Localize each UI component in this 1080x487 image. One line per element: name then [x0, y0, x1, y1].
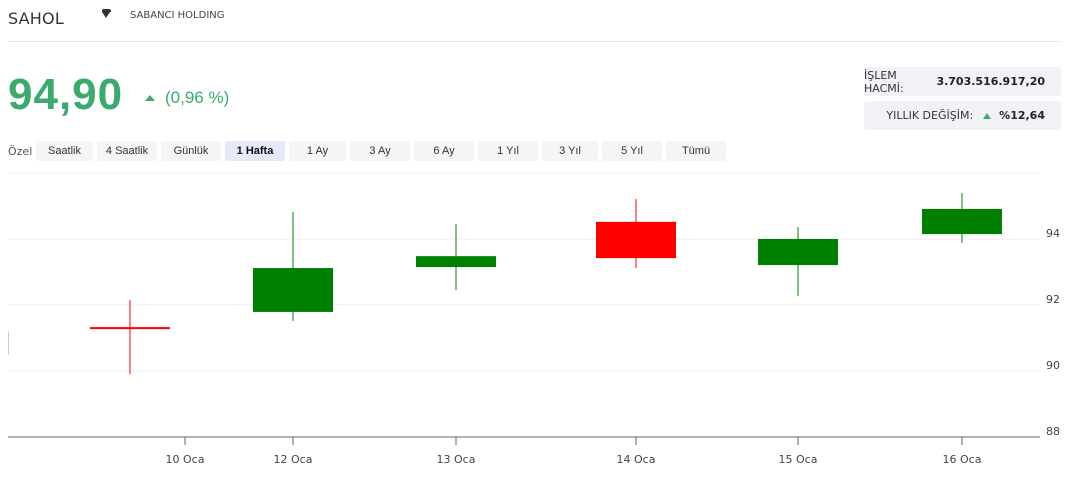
x-tick-label: 16 Oca: [943, 453, 982, 466]
y-tick-label: 94: [1046, 227, 1060, 240]
y-tick-label: 88: [1046, 425, 1060, 438]
price-up-arrow-icon: [145, 95, 155, 101]
symbol-header: SAHOL: [8, 6, 64, 30]
x-tick-label: 12 Oca: [274, 453, 313, 466]
candle-body: [596, 221, 676, 259]
range-button[interactable]: 1 Hafta: [225, 141, 285, 161]
range-button[interactable]: 1 Ay: [289, 141, 346, 161]
range-button[interactable]: 1 Yıl: [478, 141, 538, 161]
range-custom[interactable]: Özel: [8, 144, 33, 158]
header-divider: [8, 41, 1060, 42]
yearly-change-value: %12,64: [999, 109, 1045, 122]
volume-stat: İŞLEM HACMİ: 3.703.516.917,20: [864, 67, 1061, 96]
range-selector: Özel Saatlik 4 Saatlik Günlük 1 Hafta 1 Ay 3 …: [8, 141, 726, 161]
volume-value: 3.703.516.917,20: [936, 75, 1045, 88]
x-tick-label: 15 Oca: [779, 453, 818, 466]
up-arrow-icon: [983, 112, 992, 119]
candle-body: [922, 208, 1002, 235]
range-button[interactable]: Saatlik: [36, 141, 93, 161]
price-change-percent: (0,96 %): [165, 88, 230, 107]
symbol-dropdown-icon[interactable]: [101, 9, 111, 18]
range-button[interactable]: Günlük: [161, 141, 221, 161]
x-tick-label: 14 Oca: [617, 453, 656, 466]
y-tick-label: 90: [1046, 359, 1060, 372]
y-tick-label: 92: [1046, 293, 1060, 306]
candle-body: [253, 268, 333, 312]
volume-label: İŞLEM HACMİ:: [864, 68, 904, 95]
range-button[interactable]: Tümü: [666, 141, 726, 161]
x-tick-label: 10 Oca: [166, 453, 205, 466]
yearly-change-stat: YILLIK DEĞİŞİM: %12,64: [864, 101, 1061, 130]
range-button[interactable]: 6 Ay: [414, 141, 474, 161]
symbol-code: SAHOL: [8, 8, 64, 28]
range-button[interactable]: 3 Ay: [350, 141, 410, 161]
company-name: SABANCI HOLDING: [130, 10, 225, 21]
range-button[interactable]: 4 Saatlik: [97, 141, 157, 161]
last-price: 94,90: [8, 70, 124, 119]
candle-body: [416, 256, 496, 268]
range-button[interactable]: 5 Yıl: [602, 141, 662, 161]
candle-body: [758, 239, 838, 266]
x-tick-label: 13 Oca: [437, 453, 476, 466]
yearly-change-label: YILLIK DEĞİŞİM:: [886, 109, 974, 122]
range-button[interactable]: 3 Yıl: [542, 141, 598, 161]
candle-body: [90, 327, 170, 330]
candlestick-chart[interactable]: 88 90 92 94 10 Oca 12 Oca 13 Oca 14 Oca 15 Oca 16…: [0, 165, 1080, 487]
